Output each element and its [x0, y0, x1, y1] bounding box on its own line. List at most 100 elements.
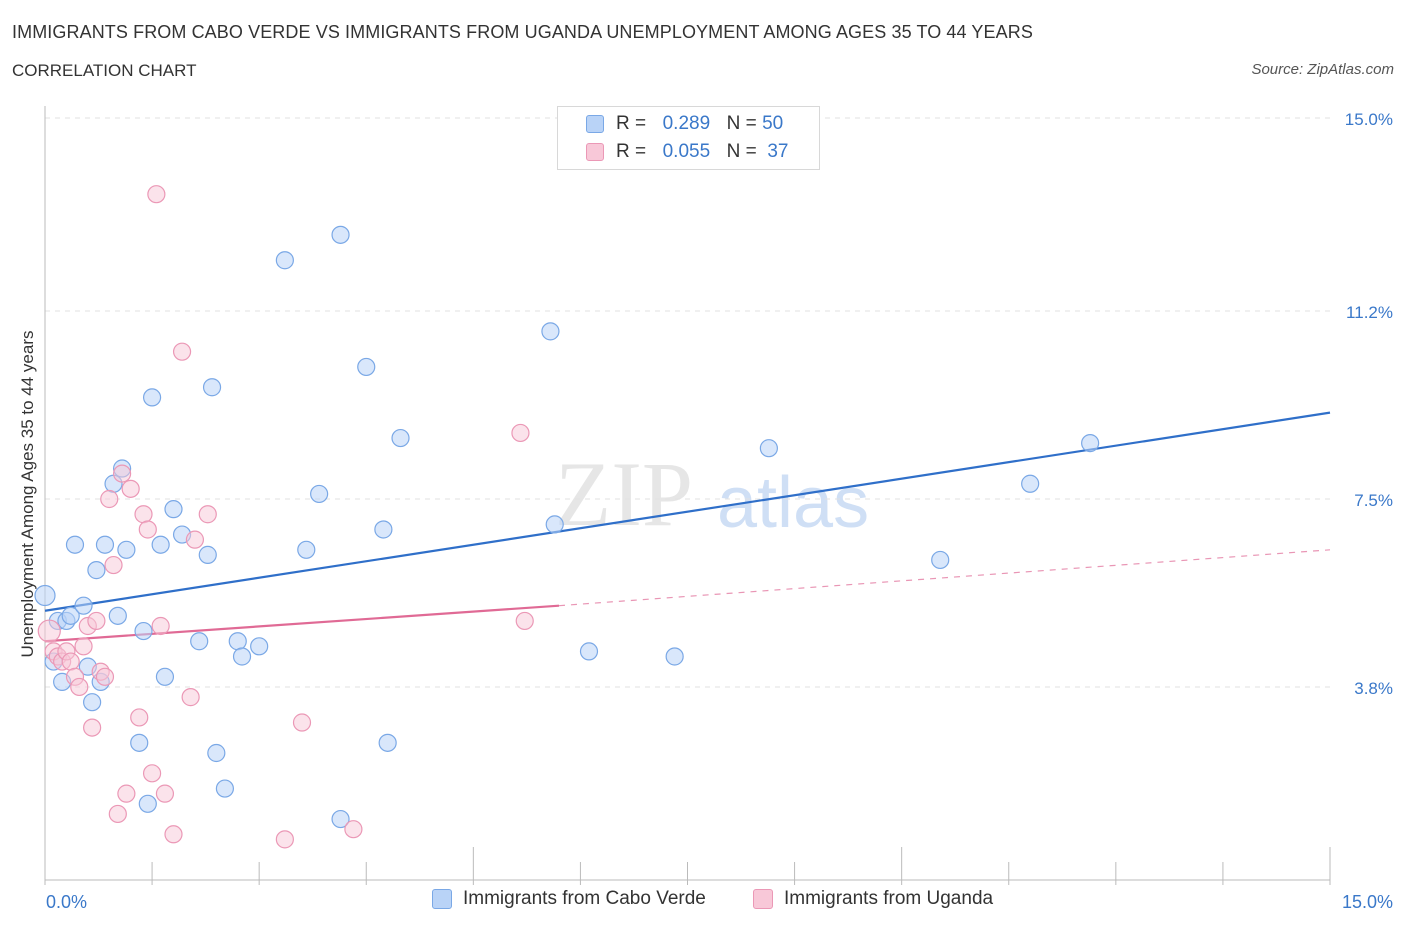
- correlation-legend: R = 0.289 N = 50 R = 0.055 N = 37: [557, 106, 820, 170]
- uganda-point: [83, 718, 102, 737]
- cabo-verde-point: [138, 794, 157, 813]
- cabo-verde-point: [108, 606, 127, 625]
- cabo-verde-point: [117, 540, 136, 559]
- cabo-verde-point: [95, 535, 115, 554]
- legend-n-value: 50: [762, 113, 784, 134]
- uganda-point: [181, 688, 200, 707]
- legend-r-label: R =: [616, 141, 647, 162]
- uganda-point: [511, 423, 530, 443]
- uganda-point: [164, 825, 183, 844]
- cabo-verde-trend-line: [44, 411, 1331, 612]
- uganda-point: [117, 784, 136, 803]
- legend-n-value: 37: [767, 141, 789, 162]
- y-tick-label: 7.5%: [1354, 491, 1393, 510]
- uganda-point: [515, 611, 534, 631]
- uganda-point: [112, 464, 132, 483]
- uganda-point: [104, 555, 123, 575]
- cabo-verde-point: [83, 693, 102, 712]
- uganda-point: [74, 637, 93, 656]
- cabo-verde-point: [134, 621, 153, 641]
- cabo-verde-point: [130, 733, 149, 752]
- uganda-point: [134, 505, 153, 524]
- cabo-verde-point: [228, 632, 247, 651]
- y-tick-label: 11.2%: [1346, 303, 1393, 322]
- cabo-verde-point: [232, 647, 252, 666]
- cabo-verde-point: [151, 535, 170, 554]
- bottom-legend-label: Immigrants from Cabo Verde: [463, 888, 706, 909]
- legend-swatch-blue: [586, 115, 604, 133]
- cabo-verde-point: [759, 439, 778, 458]
- uganda-point: [155, 784, 175, 803]
- uganda-point: [344, 820, 363, 839]
- bottom-legend-swatch-blue: [432, 889, 452, 909]
- uganda-point: [142, 764, 162, 783]
- chart-subtitle: CORRELATION CHART: [12, 61, 197, 80]
- cabo-verde-point: [541, 322, 560, 341]
- bottom-legend-cabo-verde: Immigrants from Cabo Verde: [432, 888, 706, 910]
- cabo-verde-point: [665, 647, 684, 666]
- uganda-point: [172, 342, 192, 361]
- chart-title: IMMIGRANTS FROM CABO VERDE VS IMMIGRANTS…: [12, 22, 1033, 42]
- cabo-verde-point: [61, 606, 80, 625]
- cabo-verde-point: [297, 540, 316, 559]
- bottom-legend-label: Immigrants from Uganda: [784, 888, 994, 909]
- cabo-verde-point: [65, 535, 85, 554]
- uganda-point: [198, 505, 217, 524]
- cabo-verde-point: [142, 388, 162, 407]
- cabo-verde-point: [215, 779, 234, 798]
- uganda-point: [121, 479, 140, 498]
- legend-n-label: N =: [726, 141, 757, 162]
- cabo-verde-point: [391, 428, 410, 448]
- cabo-verde-point: [579, 642, 599, 661]
- uganda-point: [37, 619, 61, 643]
- uganda-point: [95, 667, 115, 686]
- cabo-verde-point: [545, 515, 564, 534]
- legend-row-cabo-verde: R = 0.289 N = 50: [586, 112, 783, 136]
- cabo-verde-point: [1021, 474, 1040, 493]
- cabo-verde-point: [250, 637, 269, 656]
- uganda-point: [87, 611, 106, 631]
- cabo-verde-point: [357, 357, 376, 377]
- cabo-verde-point: [207, 743, 226, 763]
- legend-r-value: 0.055: [662, 141, 711, 162]
- cabo-verde-point: [378, 733, 397, 752]
- uganda-point: [108, 804, 127, 824]
- uganda-point: [100, 489, 119, 509]
- bottom-legend-uganda: Immigrants from Uganda: [753, 888, 993, 910]
- cabo-verde-point: [275, 251, 294, 270]
- x-tick-label-max: 15.0%: [1342, 892, 1393, 912]
- cabo-verde-point: [34, 584, 56, 607]
- source-label: Source: ZipAtlas.com: [1251, 61, 1394, 78]
- y-axis-label: Unemployment Among Ages 35 to 44 years: [18, 331, 37, 658]
- legend-swatch-pink: [586, 143, 604, 161]
- bottom-legend-swatch-pink: [753, 889, 773, 909]
- y-tick-label: 15.0%: [1345, 110, 1393, 129]
- cabo-verde-point: [931, 550, 950, 570]
- legend-r-value: 0.289: [662, 113, 711, 134]
- uganda-point: [70, 677, 89, 697]
- legend-n-label: N =: [726, 113, 757, 134]
- uganda-point: [130, 708, 149, 727]
- cabo-verde-point: [310, 484, 329, 504]
- cabo-verde-point: [202, 378, 222, 397]
- cabo-verde-point: [1081, 434, 1100, 453]
- cabo-verde-point: [155, 667, 175, 686]
- uganda-point: [61, 652, 80, 671]
- cabo-verde-point: [74, 596, 93, 615]
- cabo-verde-point: [87, 561, 106, 580]
- cabo-verde-point: [374, 520, 393, 539]
- legend-r-label: R =: [616, 113, 647, 134]
- x-tick-label-min: 0.0%: [46, 892, 87, 912]
- uganda-trend-extension: [558, 549, 1331, 607]
- uganda-point: [275, 830, 294, 849]
- uganda-point: [147, 185, 166, 204]
- cabo-verde-point: [190, 632, 209, 651]
- uganda-trend-line: [44, 604, 560, 643]
- uganda-point: [151, 616, 170, 636]
- cabo-verde-point: [331, 809, 350, 829]
- uganda-point: [138, 520, 157, 539]
- cabo-verde-point: [164, 500, 183, 519]
- cabo-verde-point: [331, 225, 350, 244]
- legend-row-uganda: R = 0.055 N = 37: [586, 140, 788, 164]
